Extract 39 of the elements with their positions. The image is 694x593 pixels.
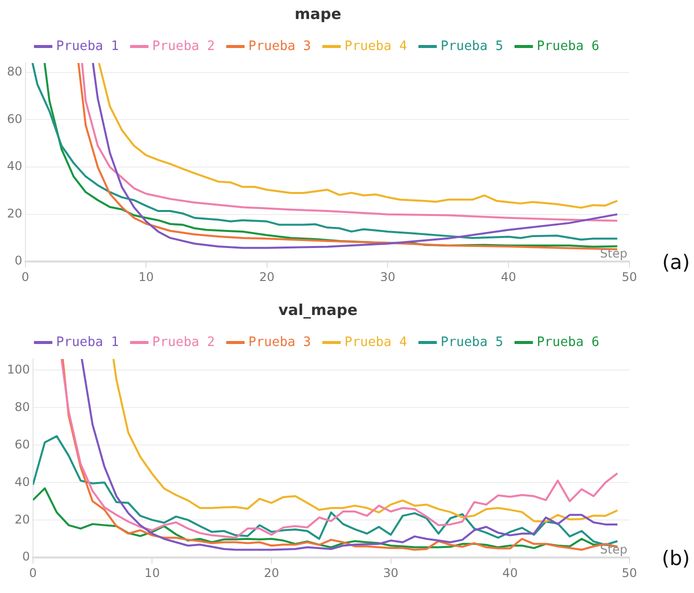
x-tick-label: 40 [502,566,518,580]
x-tick-label: 30 [383,566,398,580]
text: (a) [662,250,690,274]
y-tick-label: 0 [14,254,22,268]
x-tick-label: 40 [500,270,516,284]
y-tick-label: 0 [22,550,30,564]
legend-label: Prueba 2 [152,334,215,350]
chart-title: val_mape [278,300,358,319]
text: (b) [662,546,690,570]
y-tick-label: 60 [6,112,22,126]
x-axis-title: Step [600,246,628,261]
legend-label: Prueba 3 [248,38,312,54]
x-tick-label: 30 [380,270,396,284]
y-tick-label: 40 [14,474,30,489]
x-tick-label: 10 [144,566,160,580]
legend-label: Prueba 4 [344,38,408,54]
legend-label: Prueba 6 [536,38,600,54]
legend-label: Prueba 2 [152,38,215,54]
x-tick-label: 20 [259,270,275,284]
legend-label: Prueba 4 [344,334,408,350]
legend-label: Prueba 5 [440,38,504,54]
y-tick-label: 60 [14,437,30,452]
y-tick-label: 80 [6,64,22,79]
y-tick-label: 80 [14,400,30,414]
y-tick-label: 20 [6,206,22,220]
chart-title: mape [294,4,342,23]
y-tick-label: 40 [6,159,22,174]
y-tick-label: 20 [14,512,30,526]
legend-label: Prueba 3 [248,334,312,350]
legend-label: Prueba 5 [440,334,504,350]
y-tick-label: 100 [7,362,30,376]
x-axis-title: Step [600,542,628,557]
x-tick-label: 50 [622,270,638,284]
x-tick-label: 10 [138,270,154,284]
legend-label: Prueba 6 [536,334,600,350]
legend-label: Prueba 1 [56,334,119,350]
legend-label: Prueba 1 [56,38,119,54]
x-tick-label: 50 [622,566,638,580]
x-tick-label: 20 [264,566,280,580]
